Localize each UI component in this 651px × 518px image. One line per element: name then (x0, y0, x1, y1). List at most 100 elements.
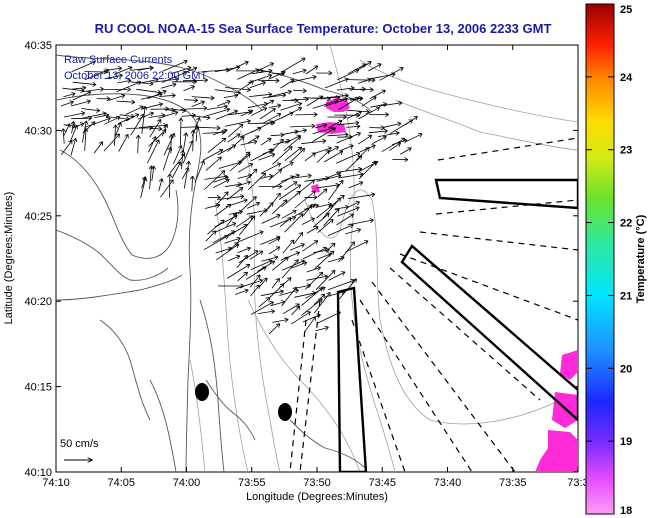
radar-site-marker (278, 403, 292, 421)
current-vector-head (87, 100, 91, 105)
current-vector-head (355, 122, 360, 126)
current-vector-head (332, 250, 335, 256)
current-vector-head (192, 175, 195, 180)
current-vector-head (263, 101, 268, 104)
current-vector-head (404, 157, 409, 160)
current-vector-head (295, 173, 300, 176)
current-vector-head (190, 85, 195, 87)
current-vector-head (359, 172, 364, 175)
current-vector (125, 105, 144, 115)
current-vector-head (275, 256, 279, 261)
current-vector (358, 106, 380, 120)
current-vector-head (96, 110, 100, 113)
current-vector-head (220, 170, 225, 172)
current-vector-head (328, 147, 332, 152)
current-vector-head (282, 283, 285, 288)
current-vector-head (372, 145, 376, 149)
current-vector-head (174, 110, 179, 113)
current-vector-head (265, 297, 270, 299)
colorbar-label: Temperature (°C) (635, 214, 647, 303)
current-vector-head (150, 112, 154, 117)
current-vector-head (365, 111, 370, 115)
current-vector (81, 120, 87, 143)
current-vector (138, 79, 159, 84)
current-vector-head (371, 79, 376, 83)
current-vector (336, 213, 354, 226)
x-tick-label: 74:00 (173, 477, 201, 489)
current-vector (304, 152, 316, 162)
current-vector-head (144, 106, 148, 110)
y-axis: 40:10 40:15 40:20 40:25 40:30 40:35 (24, 40, 578, 479)
current-vector-head (350, 145, 354, 149)
current-vector-head (149, 67, 154, 71)
current-vector (248, 172, 266, 191)
current-vector-head (369, 61, 372, 66)
current-vector-head (335, 208, 340, 211)
current-vector-head (121, 95, 126, 99)
current-vector-head (384, 130, 388, 134)
current-vector-head (276, 192, 281, 195)
current-vector (381, 137, 406, 153)
current-vector-head (264, 266, 267, 271)
current-vector-head (271, 100, 275, 105)
current-vector-head (93, 121, 96, 126)
current-vector-head (358, 96, 363, 99)
current-vector-head (245, 289, 249, 294)
current-vector-head (254, 141, 258, 145)
current-vector (158, 178, 163, 192)
current-vector-head (284, 317, 289, 320)
current-vector (270, 301, 286, 307)
current-vector-head (222, 219, 225, 224)
current-vector (180, 107, 208, 110)
current-vector-head (91, 60, 96, 62)
current-vector-head (72, 93, 76, 97)
current-vector (72, 123, 85, 129)
current-vector-head (192, 113, 196, 116)
current-vector-head (203, 107, 208, 111)
current-vector (312, 212, 330, 228)
current-vector-head (322, 138, 327, 142)
current-vector (191, 176, 193, 192)
current-vector (247, 74, 272, 84)
current-vector-head (246, 272, 248, 277)
current-vector (160, 179, 174, 198)
current-vector-head (170, 146, 173, 151)
current-vector-head (398, 102, 403, 106)
current-vector (336, 87, 355, 91)
current-vector-head (70, 121, 74, 125)
current-vector-head (269, 62, 274, 64)
current-vector-head (278, 186, 283, 189)
current-vector (226, 187, 244, 201)
current-vector (304, 272, 323, 290)
current-vector-head (226, 99, 231, 102)
current-vector-head (177, 145, 182, 149)
current-vector-head (162, 89, 167, 92)
current-vector-head (368, 147, 370, 152)
current-vector-head (357, 229, 362, 233)
current-vector-head (162, 129, 167, 131)
current-vector-head (221, 137, 226, 140)
current-vector (237, 174, 252, 179)
current-vector (229, 153, 251, 172)
current-vector-head (341, 257, 345, 261)
current-vector-head (336, 97, 341, 101)
current-vector-head (419, 133, 423, 138)
current-vector-head (100, 88, 104, 92)
current-vector-head (241, 124, 244, 129)
current-vector-head (356, 97, 360, 102)
current-vector (261, 256, 279, 262)
current-vector-head (142, 176, 146, 180)
current-vector-head (382, 102, 387, 105)
current-vector (271, 278, 280, 289)
current-vector-head (327, 146, 332, 149)
current-vector-head (247, 247, 251, 252)
current-vector (284, 213, 304, 233)
current-vector (226, 213, 237, 227)
current-vector-head (99, 86, 104, 90)
current-vector (240, 110, 253, 117)
current-vector-head (167, 146, 172, 150)
current-vector (325, 242, 336, 252)
current-vector-head (224, 129, 228, 134)
current-vector (283, 130, 299, 135)
current-vector-head (310, 217, 315, 219)
